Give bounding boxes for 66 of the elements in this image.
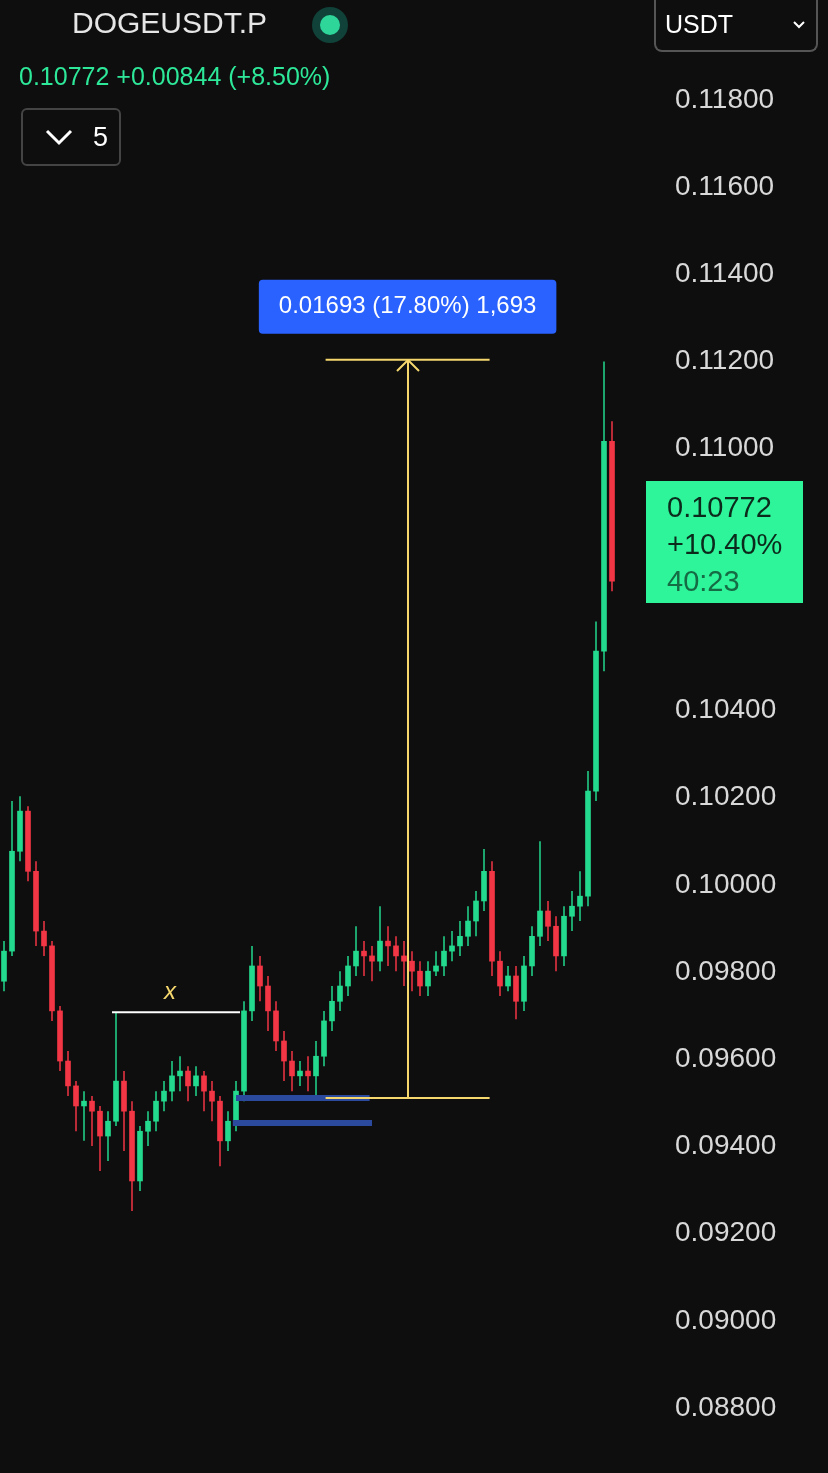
- candlestick: [209, 1080, 215, 1122]
- annotation: 5: [93, 122, 109, 153]
- candlestick: [281, 1030, 287, 1082]
- y-tick-label: 0.11800: [675, 82, 775, 114]
- ref-line-label: x: [163, 976, 177, 1004]
- candlestick: [161, 1080, 167, 1112]
- candlestick: [257, 955, 263, 1003]
- text: 40:23: [667, 564, 741, 600]
- candlestick: [377, 905, 383, 972]
- y-tick-label: 0.11600: [675, 169, 775, 201]
- candlestick: [385, 925, 391, 967]
- candlestick: [457, 920, 463, 957]
- candlestick: [417, 960, 423, 997]
- y-tick-label: 0.09400: [675, 1129, 777, 1161]
- y-tick-label: 0.09200: [675, 1216, 777, 1248]
- y-tick-label: 0.09800: [675, 954, 777, 986]
- candlestick: [569, 890, 575, 932]
- candlestick: [433, 950, 439, 977]
- annotation: 0.01693 (17.80%) 1,693: [278, 291, 537, 319]
- y-tick-label: 0.08800: [675, 1390, 777, 1422]
- candlestick: [81, 1090, 87, 1142]
- candlestick: [449, 930, 455, 962]
- candlestick: [201, 1070, 207, 1112]
- candlestick: [73, 1080, 79, 1133]
- candlestick: [153, 1090, 159, 1133]
- candlestick: [105, 1110, 111, 1162]
- y-tick-label: 0.10000: [675, 867, 777, 899]
- y-tick-label: 0.09000: [675, 1303, 777, 1335]
- candlestick: [345, 955, 351, 997]
- candlestick: [577, 870, 583, 922]
- candlestick: [465, 905, 471, 947]
- candlestick: [353, 925, 359, 977]
- y-tick-label: 0.11400: [675, 256, 775, 288]
- candlestick: [545, 900, 551, 942]
- candlestick: [305, 1055, 311, 1092]
- candlestick: [297, 1060, 303, 1087]
- candlestick: [225, 1110, 231, 1152]
- candlestick: [409, 950, 415, 993]
- y-tick-label: 0.10200: [675, 780, 777, 812]
- candlestick: [289, 1050, 295, 1092]
- candlestick: [89, 1095, 95, 1147]
- candlestick: [145, 1110, 151, 1147]
- candlestick: [361, 940, 367, 977]
- candlestick: [393, 935, 399, 972]
- y-tick-label: 0.09600: [675, 1042, 777, 1074]
- text: 0.10772: [667, 490, 773, 526]
- candlestick: [41, 920, 47, 957]
- chart-title: DOGEUSDT.P: [72, 6, 268, 40]
- y-tick-label: 0.10400: [675, 693, 777, 725]
- y-tick-label: 0.11000: [675, 431, 775, 463]
- candlestick: [441, 935, 447, 977]
- chart-subtitle: 0.10772 +0.00844 (+8.50%): [19, 62, 331, 91]
- candlestick: [185, 1065, 191, 1102]
- text: +10.40%: [667, 527, 784, 563]
- text: USDT: [665, 10, 734, 39]
- candlestick: [329, 985, 335, 1032]
- candlestick: [169, 1060, 175, 1102]
- candlestick: [193, 1065, 199, 1097]
- y-tick-label: 0.11200: [675, 344, 775, 376]
- candlestick: [177, 1055, 183, 1092]
- candlestick: [337, 970, 343, 1012]
- candlestick: [473, 890, 479, 938]
- candlestick: [425, 960, 431, 997]
- candlestick: [369, 945, 375, 982]
- candlestick: [505, 965, 511, 993]
- candlestick: [401, 940, 407, 987]
